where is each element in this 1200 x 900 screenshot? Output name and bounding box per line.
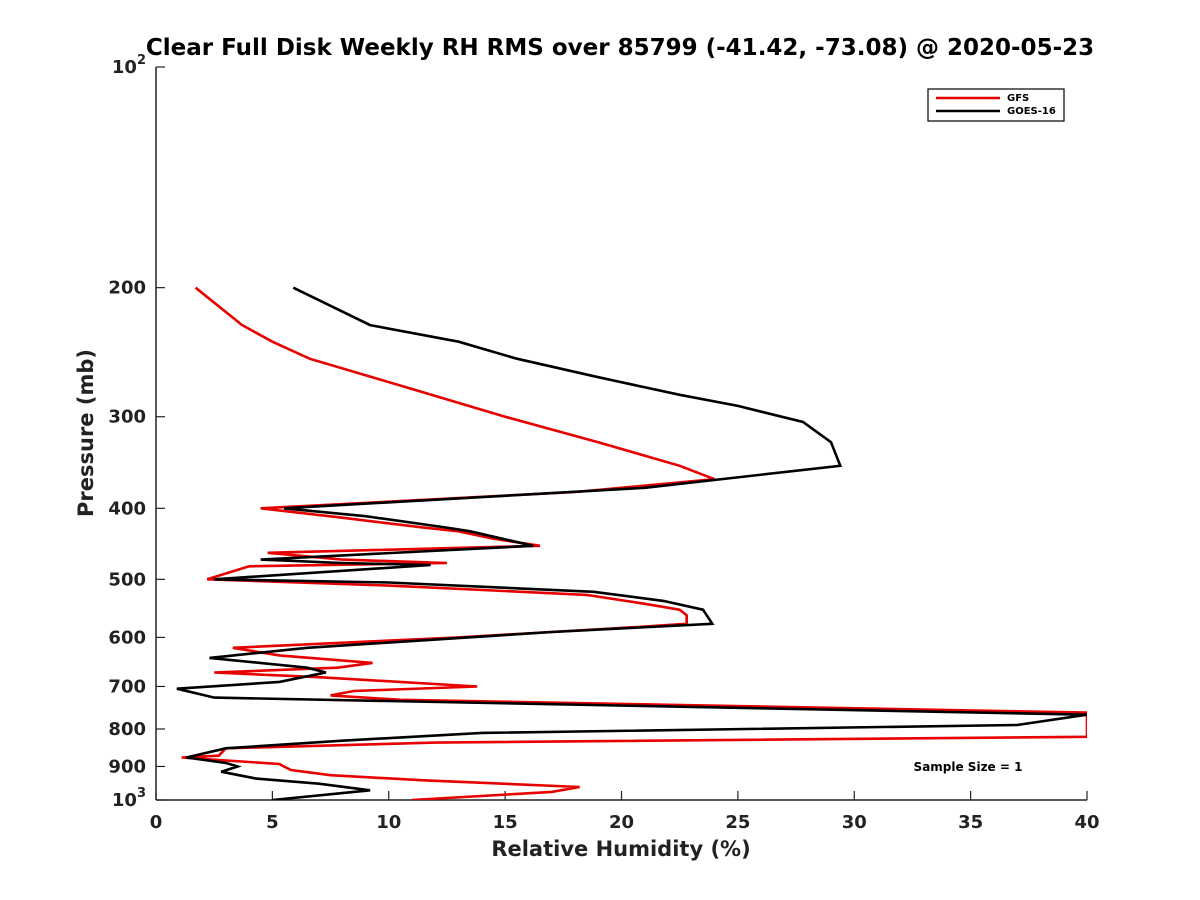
- y-tick-label: 300: [108, 407, 146, 428]
- chart-title: Clear Full Disk Weekly RH RMS over 85799…: [146, 35, 1094, 61]
- series-lines: [176, 286, 1087, 800]
- y-tick-label: 700: [108, 676, 146, 697]
- y-tick-label: 400: [108, 498, 146, 519]
- y-tick-label: 500: [108, 569, 146, 590]
- y-tick-label: 200: [108, 278, 146, 299]
- y-tick-label: 103: [112, 786, 146, 811]
- x-tick-label: 25: [725, 812, 750, 833]
- x-tick-label: 35: [958, 812, 983, 833]
- y-tick-label: 800: [108, 719, 146, 740]
- y-tick-exponent: 2: [137, 53, 146, 68]
- x-tick-label: 0: [150, 812, 163, 833]
- legend: GFS GOES-16: [927, 88, 1065, 122]
- y-tick-label: 102: [112, 53, 146, 78]
- x-axis-label: Relative Humidity (%): [491, 837, 750, 861]
- x-ticks: 0 5 10 15 20 25 30 35 40: [150, 791, 1100, 833]
- x-tick-label: 40: [1074, 812, 1099, 833]
- y-tick-label: 600: [108, 627, 146, 648]
- legend-label-gfs: GFS: [1007, 93, 1029, 104]
- legend-box: [927, 88, 1065, 122]
- y-tick-base: 10: [112, 790, 137, 811]
- x-tick-label: 5: [266, 812, 279, 833]
- x-tick-label: 30: [842, 812, 867, 833]
- series-line-goes16: [176, 286, 1087, 800]
- x-tick-label: 10: [376, 812, 401, 833]
- sample-size-annotation: Sample Size = 1: [914, 760, 1023, 774]
- y-axis-label: Pressure (mb): [74, 349, 98, 517]
- legend-label-goes16: GOES-16: [1007, 106, 1056, 117]
- y-tick-base: 10: [112, 57, 137, 78]
- y-tick-label: 900: [108, 756, 146, 777]
- x-tick-label: 20: [609, 812, 634, 833]
- x-tick-label: 15: [493, 812, 518, 833]
- y-tick-exponent: 3: [137, 786, 146, 801]
